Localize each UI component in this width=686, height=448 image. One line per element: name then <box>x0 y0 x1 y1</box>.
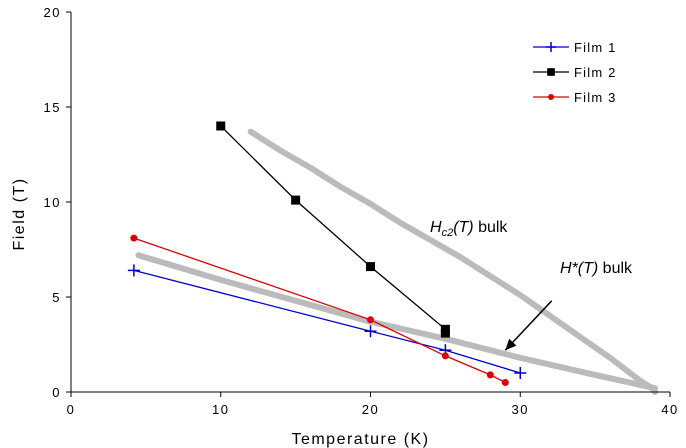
y-tick-label: 10 <box>44 195 61 210</box>
hstar-label-tail: bulk <box>598 260 633 277</box>
hstar-label-rest: (T) <box>578 260 598 277</box>
axes <box>66 11 671 397</box>
bulk-curves <box>135 128 659 395</box>
circle-marker <box>548 94 554 100</box>
circle-marker <box>441 352 449 360</box>
x-tick-label: 10 <box>212 402 229 417</box>
tick-labels: 0 10 20 30 40 0 5 10 15 20 <box>44 5 678 417</box>
x-tick-label: 40 <box>661 402 678 417</box>
arrow-shaft <box>504 300 553 351</box>
hc2-label-tail: bulk <box>474 219 509 236</box>
legend-entry: Film 1 <box>533 40 617 55</box>
square-marker <box>216 121 226 131</box>
data-point <box>364 325 377 338</box>
data-point <box>486 371 494 379</box>
square-marker <box>547 68 555 76</box>
bulk-curve-hc2 <box>247 128 659 395</box>
data-point <box>501 379 509 386</box>
y-tick-label: 15 <box>44 100 61 115</box>
data-point <box>291 195 301 205</box>
legend-label: Film 1 <box>574 40 617 55</box>
x-tick-label: 0 <box>67 402 76 417</box>
legend-entry: Film 2 <box>533 65 617 80</box>
series-film-3 <box>130 234 509 386</box>
series-film-2 <box>216 121 450 338</box>
legend-entry: Film 3 <box>533 90 617 105</box>
bulk-curve-hstar <box>135 252 659 392</box>
hc2-label-rest: (T) <box>453 219 473 236</box>
hc2-bulk-label: Hc2(T) bulk <box>430 219 508 239</box>
circle-marker <box>130 234 138 242</box>
data-point <box>127 264 140 277</box>
square-marker <box>291 195 301 205</box>
x-tick-label: 20 <box>362 402 379 417</box>
data-point <box>367 316 374 324</box>
hstar-label-main: H* <box>560 260 579 277</box>
hstar-arrow <box>504 300 553 351</box>
y-tick-label: 0 <box>52 385 61 400</box>
x-axis-title: Temperature (K) <box>291 431 429 448</box>
film-series <box>127 121 527 386</box>
circle-marker <box>367 316 374 324</box>
y-axis-title: Field (T) <box>11 177 28 250</box>
legend: Film 1 Film 2 Film 3 <box>533 40 617 105</box>
data-point <box>441 352 449 360</box>
y-tick-label: 5 <box>52 290 61 305</box>
legend-label: Film 3 <box>574 90 617 105</box>
x-tick-label: 30 <box>512 402 529 417</box>
data-point <box>216 121 226 131</box>
y-tick-label: 20 <box>44 5 61 20</box>
hc2-label-sub: c2 <box>442 227 454 239</box>
square-marker <box>366 262 375 272</box>
data-point <box>440 328 450 338</box>
square-marker <box>440 328 450 338</box>
series-film-1 <box>127 264 527 379</box>
hstar-bulk-label: H*(T) bulk <box>560 260 633 277</box>
circle-marker <box>501 379 509 386</box>
hc2-label-main: H <box>430 219 442 236</box>
arrow-head <box>505 338 517 351</box>
circle-marker <box>486 371 494 379</box>
data-point <box>130 234 138 242</box>
data-point <box>366 262 375 272</box>
legend-label: Film 2 <box>574 65 617 80</box>
data-point <box>514 367 527 379</box>
series-line <box>133 269 521 374</box>
